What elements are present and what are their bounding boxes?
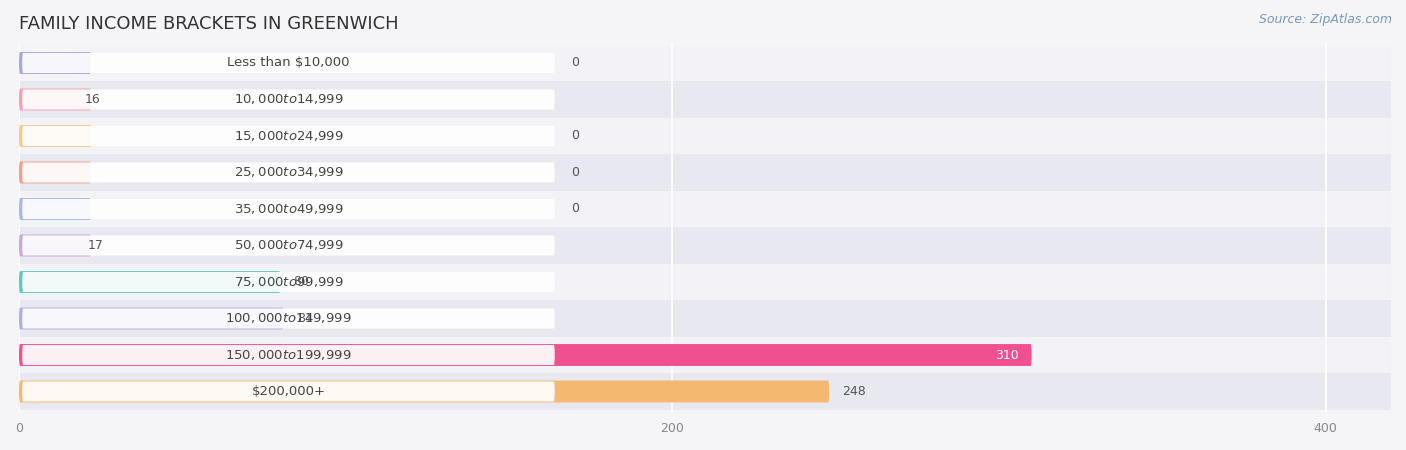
FancyBboxPatch shape bbox=[22, 90, 555, 109]
Text: $75,000 to $99,999: $75,000 to $99,999 bbox=[233, 275, 343, 289]
Bar bbox=[20, 337, 1391, 373]
Text: 0: 0 bbox=[571, 130, 579, 143]
Bar bbox=[20, 81, 1391, 118]
Text: 0: 0 bbox=[571, 202, 579, 216]
Text: 17: 17 bbox=[87, 239, 104, 252]
Bar bbox=[20, 118, 1391, 154]
FancyBboxPatch shape bbox=[20, 344, 1032, 366]
FancyBboxPatch shape bbox=[22, 345, 555, 365]
Text: 81: 81 bbox=[297, 312, 312, 325]
FancyBboxPatch shape bbox=[20, 125, 91, 147]
Text: $200,000+: $200,000+ bbox=[252, 385, 326, 398]
Text: 248: 248 bbox=[842, 385, 866, 398]
FancyBboxPatch shape bbox=[22, 235, 555, 256]
Text: $25,000 to $34,999: $25,000 to $34,999 bbox=[233, 166, 343, 180]
FancyBboxPatch shape bbox=[22, 199, 555, 219]
Text: 310: 310 bbox=[995, 348, 1018, 361]
FancyBboxPatch shape bbox=[20, 307, 284, 329]
Bar bbox=[20, 373, 1391, 410]
Text: $50,000 to $74,999: $50,000 to $74,999 bbox=[233, 238, 343, 252]
Bar bbox=[20, 154, 1391, 191]
FancyBboxPatch shape bbox=[20, 89, 91, 110]
FancyBboxPatch shape bbox=[20, 381, 830, 402]
Bar bbox=[20, 191, 1391, 227]
Bar bbox=[20, 45, 1391, 81]
Text: $10,000 to $14,999: $10,000 to $14,999 bbox=[233, 92, 343, 107]
Text: Source: ZipAtlas.com: Source: ZipAtlas.com bbox=[1258, 14, 1392, 27]
Bar bbox=[20, 300, 1391, 337]
Text: $100,000 to $149,999: $100,000 to $149,999 bbox=[225, 311, 352, 325]
FancyBboxPatch shape bbox=[22, 382, 555, 401]
Text: FAMILY INCOME BRACKETS IN GREENWICH: FAMILY INCOME BRACKETS IN GREENWICH bbox=[20, 15, 399, 33]
FancyBboxPatch shape bbox=[22, 53, 555, 73]
FancyBboxPatch shape bbox=[20, 234, 91, 256]
FancyBboxPatch shape bbox=[20, 52, 91, 74]
Text: 0: 0 bbox=[571, 56, 579, 69]
FancyBboxPatch shape bbox=[20, 198, 91, 220]
FancyBboxPatch shape bbox=[22, 308, 555, 328]
Text: $35,000 to $49,999: $35,000 to $49,999 bbox=[233, 202, 343, 216]
Bar bbox=[20, 227, 1391, 264]
Text: 16: 16 bbox=[84, 93, 100, 106]
FancyBboxPatch shape bbox=[20, 162, 91, 184]
Text: $150,000 to $199,999: $150,000 to $199,999 bbox=[225, 348, 352, 362]
Bar bbox=[20, 264, 1391, 300]
FancyBboxPatch shape bbox=[22, 126, 555, 146]
FancyBboxPatch shape bbox=[22, 162, 555, 183]
Text: 80: 80 bbox=[294, 275, 309, 288]
Text: 0: 0 bbox=[571, 166, 579, 179]
FancyBboxPatch shape bbox=[20, 271, 280, 293]
Text: $15,000 to $24,999: $15,000 to $24,999 bbox=[233, 129, 343, 143]
FancyBboxPatch shape bbox=[22, 272, 555, 292]
Text: Less than $10,000: Less than $10,000 bbox=[228, 56, 350, 69]
